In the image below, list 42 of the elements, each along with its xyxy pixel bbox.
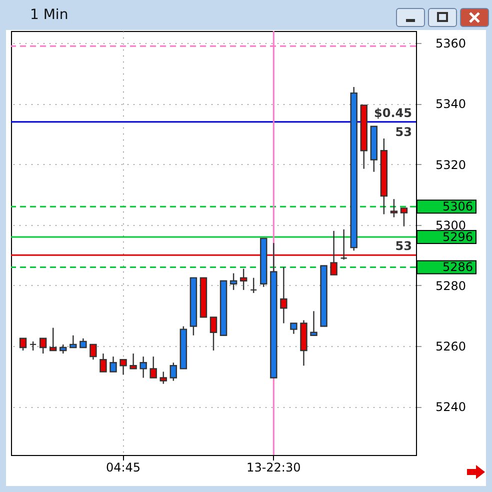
candlestick — [290, 322, 298, 334]
y-tick-label: 5280 — [436, 278, 466, 293]
candlestick — [310, 310, 318, 336]
candlestick — [160, 371, 167, 384]
y-tick-label: 5240 — [436, 400, 466, 414]
y-tick-label: 5360 — [436, 36, 466, 51]
candlestick — [230, 272, 238, 291]
y-tick-label: 5300 — [436, 218, 466, 232]
chart-title: 1 Min — [29, 6, 70, 25]
annotation: 53 — [395, 239, 412, 254]
candlestick — [49, 327, 57, 352]
y-tick-label: 5320 — [436, 158, 466, 172]
annotation: $0.45 — [374, 106, 412, 120]
candlestick — [19, 338, 27, 352]
ref-line-label: 5296 — [442, 230, 473, 244]
candlestick — [130, 352, 137, 370]
candlestick — [150, 356, 157, 378]
candlestick — [140, 356, 147, 378]
candlestick — [80, 338, 87, 348]
annotation: 53 — [395, 124, 412, 139]
y-tick-label: 5260 — [436, 339, 466, 354]
candlestick — [400, 208, 408, 227]
candlestick — [39, 338, 47, 354]
candlestick — [70, 334, 77, 348]
candlestick — [250, 277, 258, 294]
candlestick — [240, 268, 248, 291]
candlestick — [110, 356, 117, 372]
x-tick-label: 13-22:30 — [246, 460, 301, 474]
candlestick — [340, 228, 348, 260]
candlestick — [170, 362, 178, 382]
ref-line-label: 5286 — [442, 260, 473, 274]
candlestick — [29, 340, 37, 352]
candlestick — [210, 316, 218, 352]
candlestick — [280, 266, 288, 324]
candlestick — [390, 198, 398, 218]
y-tick-label: 5340 — [436, 97, 466, 112]
candlestick — [100, 352, 107, 372]
candlestick — [120, 359, 127, 376]
x-tick-label: 04:45 — [106, 460, 141, 474]
ref-line-label: 5306 — [442, 200, 473, 214]
candlestick — [60, 344, 67, 354]
candlestick — [90, 344, 97, 360]
